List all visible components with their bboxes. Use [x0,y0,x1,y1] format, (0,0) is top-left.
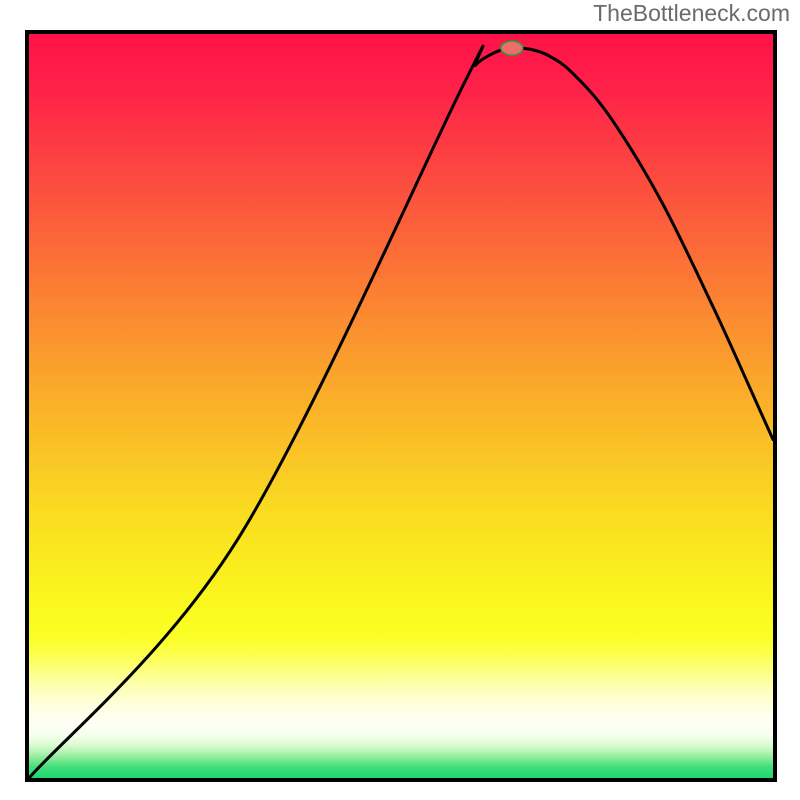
watermark-text: TheBottleneck.com [593,0,790,27]
chart-root: TheBottleneck.com [0,0,800,800]
bottleneck-chart [25,30,777,782]
current-config-marker [501,41,523,55]
chart-svg [25,30,777,782]
